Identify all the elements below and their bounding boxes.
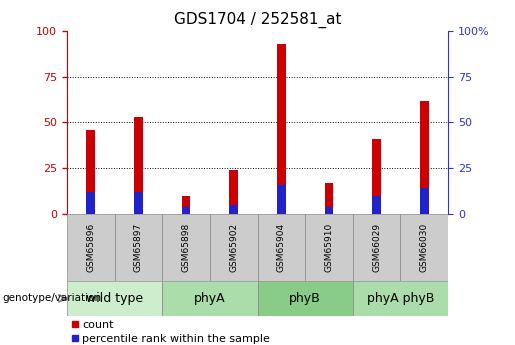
Text: GSM65898: GSM65898 [182, 223, 191, 272]
Text: GSM65904: GSM65904 [277, 223, 286, 272]
Bar [420, 188, 428, 214]
Bar [277, 185, 286, 214]
Text: phyA: phyA [194, 292, 226, 305]
FancyBboxPatch shape [305, 214, 353, 281]
Bar [324, 207, 333, 214]
Text: GSM65902: GSM65902 [229, 223, 238, 272]
FancyBboxPatch shape [353, 281, 448, 316]
Text: GSM65896: GSM65896 [87, 223, 95, 272]
Text: genotype/variation: genotype/variation [3, 294, 101, 303]
FancyBboxPatch shape [162, 214, 210, 281]
Bar [324, 183, 333, 214]
Bar [420, 100, 428, 214]
Bar [277, 44, 286, 214]
FancyBboxPatch shape [114, 214, 162, 281]
Text: phyA phyB: phyA phyB [367, 292, 434, 305]
Bar [134, 117, 143, 214]
Title: GDS1704 / 252581_at: GDS1704 / 252581_at [174, 12, 341, 28]
Bar [87, 192, 95, 214]
FancyBboxPatch shape [401, 214, 448, 281]
Text: GSM65910: GSM65910 [324, 223, 333, 272]
Bar [182, 207, 191, 214]
FancyBboxPatch shape [258, 214, 305, 281]
Text: GSM66030: GSM66030 [420, 223, 428, 272]
Bar [87, 130, 95, 214]
Text: count: count [82, 320, 114, 330]
Text: GSM65897: GSM65897 [134, 223, 143, 272]
Bar [372, 196, 381, 214]
FancyBboxPatch shape [67, 214, 114, 281]
Text: percentile rank within the sample: percentile rank within the sample [82, 334, 270, 344]
Bar [229, 205, 238, 214]
FancyBboxPatch shape [353, 214, 401, 281]
FancyBboxPatch shape [258, 281, 353, 316]
FancyBboxPatch shape [162, 281, 258, 316]
Bar [182, 196, 191, 214]
Text: wild type: wild type [86, 292, 143, 305]
Bar [134, 192, 143, 214]
FancyBboxPatch shape [210, 214, 258, 281]
Bar [372, 139, 381, 214]
FancyBboxPatch shape [67, 281, 162, 316]
Text: GSM66029: GSM66029 [372, 223, 381, 272]
Bar [229, 170, 238, 214]
Text: phyB: phyB [289, 292, 321, 305]
